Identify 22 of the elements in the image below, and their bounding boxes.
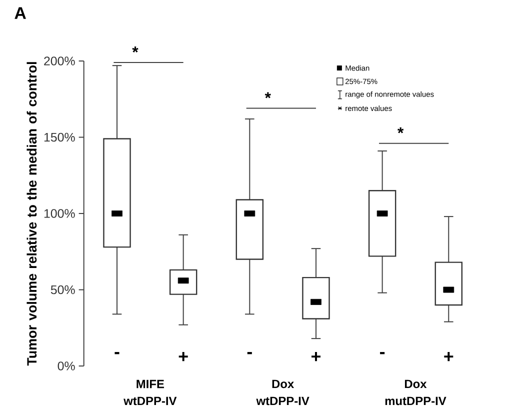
x-tick-label: + [312, 352, 320, 362]
text: wtDPP-IV [256, 396, 310, 406]
y-tick-label: 0% [58, 362, 75, 370]
y-tick-label: 150% [44, 132, 75, 142]
x-tick-label: - [380, 352, 385, 354]
y-tick-label: 50% [50, 285, 75, 294]
y-tick-label: 200% [44, 56, 75, 66]
chart-title: A [14, 7, 26, 19]
y-axis-title: Tumor volume relative to the median of control [26, 62, 37, 366]
x-tick-label: + [444, 352, 454, 362]
x-tick-label: - [114, 352, 120, 354]
x-tick-label: - [247, 352, 252, 354]
text: mutDPP-IV [385, 396, 446, 406]
x-tick-label: + [178, 352, 188, 362]
text: Dox [272, 380, 294, 388]
y-tick-label: 100% [44, 209, 75, 218]
text: * [132, 46, 138, 52]
annotation: * [264, 92, 271, 98]
text: wtDPP-IV [124, 396, 177, 406]
text: MIFE [136, 380, 164, 388]
text: Dox [404, 380, 427, 388]
annotation: * [397, 127, 404, 134]
